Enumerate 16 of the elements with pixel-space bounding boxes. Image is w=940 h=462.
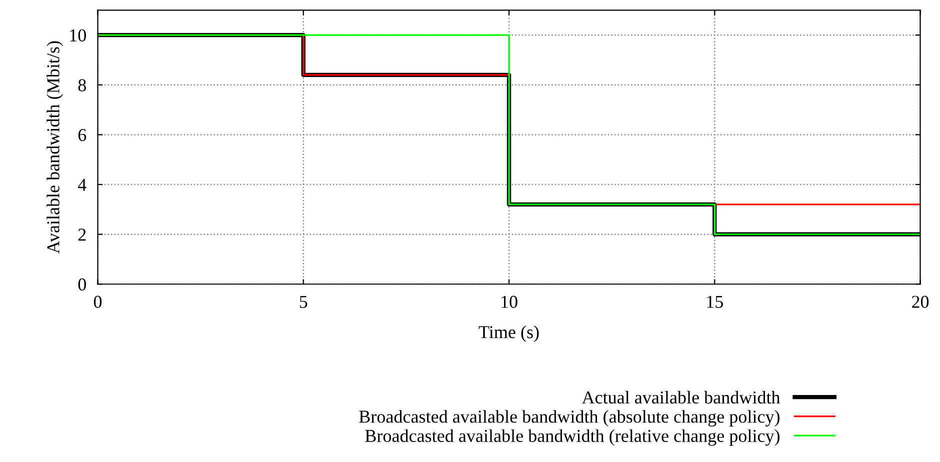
y-tick-label: 8 bbox=[78, 79, 86, 92]
y-tick-label: 0 bbox=[78, 278, 86, 291]
legend-label: Actual available bandwidth bbox=[582, 390, 780, 404]
x-tick-label: 15 bbox=[707, 296, 723, 308]
legend-label: Broadcasted available bandwidth (absolute change policy) bbox=[359, 410, 780, 427]
x-tick-label: 10 bbox=[502, 296, 518, 308]
y-tick-label: 4 bbox=[78, 178, 86, 191]
x-axis-title: Time (s) bbox=[478, 326, 539, 342]
y-axis-title: Available bandwidth (Mbit/s) bbox=[46, 41, 64, 254]
y-tick-label: 2 bbox=[78, 228, 86, 241]
y-tick-label: 6 bbox=[78, 129, 86, 142]
y-tick-label: 10 bbox=[70, 29, 86, 42]
x-tick-label: 0 bbox=[94, 296, 102, 308]
legend-label: Broadcasted available bandwidth (relative change policy) bbox=[365, 429, 780, 446]
x-tick-label: 20 bbox=[912, 296, 929, 308]
x-tick-label: 5 bbox=[300, 296, 308, 308]
